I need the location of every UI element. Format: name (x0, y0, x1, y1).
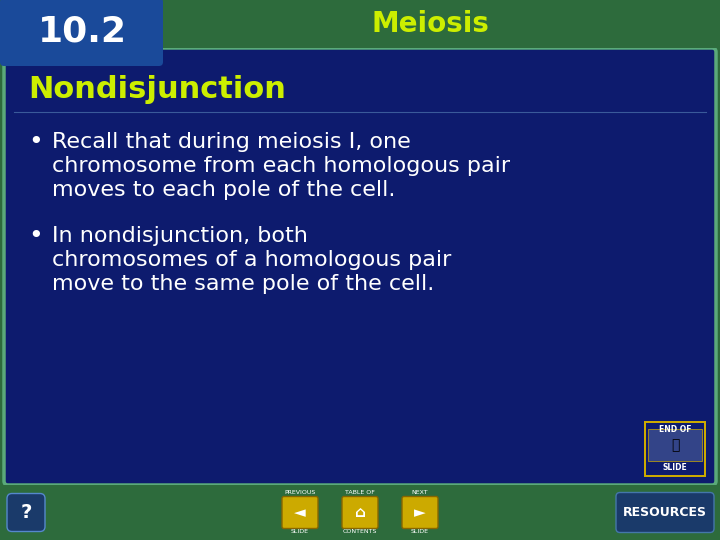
Text: END OF: END OF (659, 424, 691, 434)
FancyBboxPatch shape (644, 421, 706, 477)
Text: move to the same pole of the cell.: move to the same pole of the cell. (52, 274, 434, 294)
Text: SLIDE: SLIDE (662, 463, 688, 472)
Text: chromosomes of a homologous pair: chromosomes of a homologous pair (52, 250, 451, 270)
FancyBboxPatch shape (282, 496, 318, 529)
Text: PREVIOUS: PREVIOUS (284, 490, 315, 495)
Text: Recall that during meiosis I, one: Recall that during meiosis I, one (52, 132, 410, 152)
FancyBboxPatch shape (646, 423, 704, 475)
Text: ?: ? (20, 503, 32, 522)
Text: SLIDE: SLIDE (291, 529, 309, 534)
FancyBboxPatch shape (4, 48, 716, 485)
Text: CONTENTS: CONTENTS (343, 529, 377, 534)
Text: 10.2: 10.2 (37, 15, 127, 49)
Text: •: • (28, 130, 42, 154)
Text: ◄: ◄ (294, 505, 306, 520)
Bar (0, 485, 720, 540)
Bar (0, 0, 720, 48)
Text: •: • (28, 224, 42, 248)
Text: Nondisjunction: Nondisjunction (28, 76, 286, 105)
Text: TABLE OF: TABLE OF (345, 490, 375, 495)
Text: moves to each pole of the cell.: moves to each pole of the cell. (52, 180, 395, 200)
Bar (648, 429, 702, 461)
Text: ►: ► (414, 505, 426, 520)
Text: In nondisjunction, both: In nondisjunction, both (52, 226, 308, 246)
FancyBboxPatch shape (7, 494, 45, 531)
Text: NEXT: NEXT (412, 490, 428, 495)
FancyBboxPatch shape (616, 492, 714, 532)
Text: chromosome from each homologous pair: chromosome from each homologous pair (52, 156, 510, 176)
FancyBboxPatch shape (342, 496, 378, 529)
Text: RESOURCES: RESOURCES (623, 506, 707, 519)
FancyBboxPatch shape (0, 0, 163, 66)
Text: ⌂: ⌂ (354, 505, 366, 520)
Text: Meiosis: Meiosis (371, 10, 489, 38)
FancyBboxPatch shape (402, 496, 438, 529)
Text: 🐋: 🐋 (671, 438, 679, 452)
Text: SLIDE: SLIDE (411, 529, 429, 534)
